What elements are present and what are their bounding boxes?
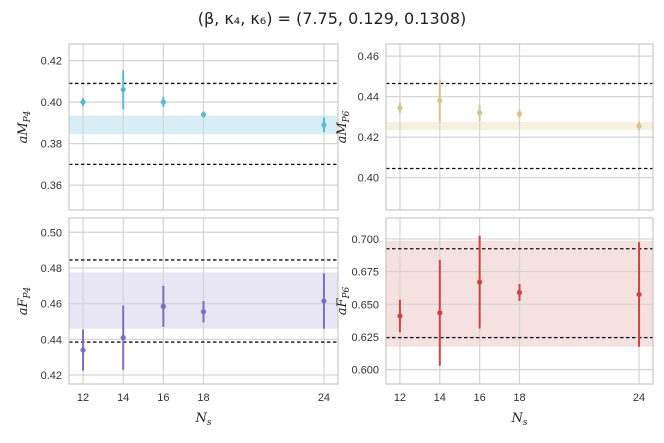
- data-point: [397, 313, 403, 319]
- data-point: [636, 291, 642, 298]
- data-point: [160, 303, 166, 309]
- data-point: [516, 111, 523, 117]
- data-point: [120, 334, 126, 341]
- plot-frame: [385, 217, 654, 385]
- y-tick-label: 0.50: [41, 227, 62, 239]
- data-point: [80, 347, 86, 353]
- y-tick-label: 0.650: [351, 299, 379, 311]
- x-tick-label: 14: [117, 392, 129, 404]
- panels: 0.36 0.38 0.40 0.42 aMP4 0.40 0.42 0.44 0.46 aMP6…: [16, 43, 654, 428]
- axis-label: Ns: [195, 411, 212, 428]
- axis-label: aMP6: [335, 110, 352, 143]
- data-point: [437, 310, 443, 316]
- x-tick-label: 16: [474, 392, 486, 404]
- x-tick-label: 12: [77, 392, 89, 404]
- y-tick-label: 0.600: [351, 365, 379, 377]
- y-tick-label: 0.40: [358, 173, 379, 185]
- y-tick-label: 0.44: [41, 334, 62, 346]
- data-point: [120, 87, 126, 93]
- axis-label: aFP4: [16, 286, 33, 315]
- panel-bottom-left: 0.42 0.44 0.46 0.48 0.50 12 14 16 18 24 aFP4 Ns: [16, 217, 339, 428]
- plot-frame: [68, 43, 339, 211]
- data-point: [321, 298, 327, 304]
- plot-frame: [68, 217, 339, 385]
- data-point: [397, 105, 403, 111]
- panel-top-left: 0.36 0.38 0.40 0.42 aMP4: [16, 43, 339, 211]
- y-tick-label: 0.42: [41, 370, 62, 382]
- y-tick-label: 0.46: [358, 51, 379, 63]
- data-point: [477, 110, 483, 116]
- axis-label: Ns: [511, 411, 528, 428]
- data-point: [437, 98, 443, 104]
- x-tick-label: 14: [434, 392, 446, 404]
- figure-title: (β, κ₄, κ₆) = (7.75, 0.129, 0.1308): [198, 9, 467, 28]
- data-point: [160, 99, 166, 105]
- panel-bottom-right: 0.600 0.625 0.650 0.675 0.700 12 14 16 18 24 aFP6 N…: [335, 217, 654, 428]
- y-tick-label: 0.38: [41, 139, 62, 151]
- data-point: [80, 99, 86, 105]
- axis-label: aFP6: [335, 286, 352, 315]
- x-tick-label: 12: [394, 392, 406, 404]
- y-tick-label: 0.625: [351, 332, 379, 344]
- y-tick-label: 0.675: [351, 267, 379, 279]
- x-tick-label: 24: [318, 392, 330, 404]
- data-point: [636, 123, 642, 129]
- data-point: [200, 309, 207, 315]
- y-tick-label: 0.40: [41, 97, 62, 109]
- data-point: [321, 122, 327, 128]
- data-point: [200, 111, 207, 118]
- y-tick-label: 0.44: [358, 92, 379, 104]
- plot-frame: [385, 43, 654, 211]
- data-point: [516, 289, 523, 296]
- x-tick-label: 18: [513, 392, 525, 404]
- y-tick-label: 0.48: [41, 263, 62, 275]
- y-tick-label: 0.42: [41, 56, 62, 68]
- axis-label: aMP4: [16, 110, 33, 143]
- x-tick-label: 16: [157, 392, 169, 404]
- data-point: [477, 279, 483, 285]
- y-tick-label: 0.46: [41, 299, 62, 311]
- panel-top-right: 0.40 0.42 0.44 0.46 aMP6: [335, 43, 654, 211]
- x-tick-label: 24: [633, 392, 645, 404]
- y-tick-label: 0.36: [41, 180, 62, 192]
- x-tick-label: 18: [197, 392, 209, 404]
- y-tick-label: 0.700: [351, 234, 379, 246]
- y-tick-label: 0.42: [358, 132, 379, 144]
